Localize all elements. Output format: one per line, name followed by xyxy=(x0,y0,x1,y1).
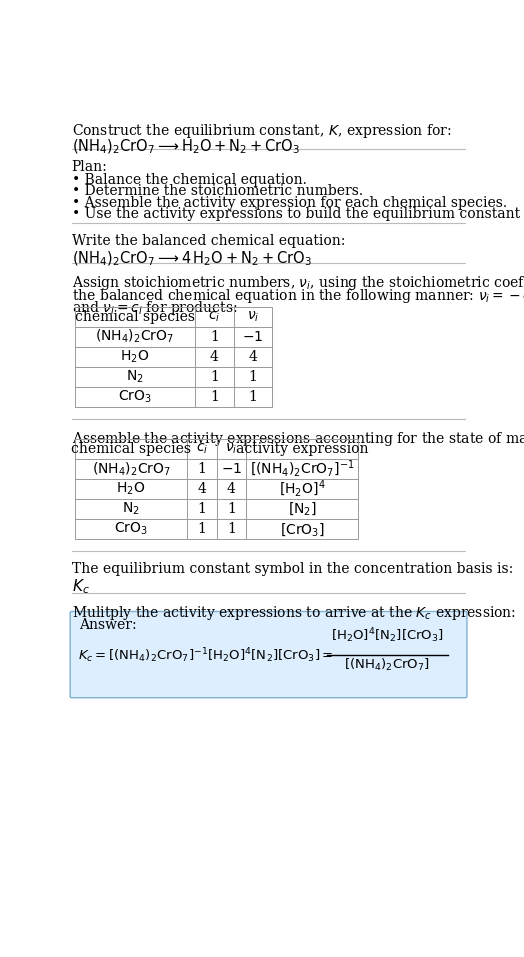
Text: $\nu_i$: $\nu_i$ xyxy=(225,442,237,456)
Text: chemical species: chemical species xyxy=(71,442,191,456)
Text: 1: 1 xyxy=(210,329,219,344)
Text: the balanced chemical equation in the following manner: $\nu_i = -c_i$ for react: the balanced chemical equation in the fo… xyxy=(72,286,524,304)
Text: 1: 1 xyxy=(210,389,219,404)
Text: • Assemble the activity expression for each chemical species.: • Assemble the activity expression for e… xyxy=(72,195,507,210)
Text: $\mathrm{N_2}$: $\mathrm{N_2}$ xyxy=(122,501,140,518)
Bar xyxy=(75,439,358,539)
Text: • Use the activity expressions to build the equilibrium constant expression.: • Use the activity expressions to build … xyxy=(72,208,524,221)
Bar xyxy=(75,306,272,407)
Text: The equilibrium constant symbol in the concentration basis is:: The equilibrium constant symbol in the c… xyxy=(72,562,513,576)
Text: Construct the equilibrium constant, $K$, expression for:: Construct the equilibrium constant, $K$,… xyxy=(72,122,451,140)
Text: $\mathrm{CrO_3}$: $\mathrm{CrO_3}$ xyxy=(118,389,152,405)
Text: $[(\mathrm{NH_4})_2\mathrm{CrO_7}]$: $[(\mathrm{NH_4})_2\mathrm{CrO_7}]$ xyxy=(344,657,430,673)
Text: 1: 1 xyxy=(227,523,236,536)
Text: 1: 1 xyxy=(198,462,206,476)
Text: Plan:: Plan: xyxy=(72,160,107,174)
Text: $(\mathrm{NH_4})_2\mathrm{CrO_7} \longrightarrow \mathrm{H_2O} + \mathrm{N_2} + : $(\mathrm{NH_4})_2\mathrm{CrO_7} \longri… xyxy=(72,137,300,156)
Text: $\mathrm{N_2}$: $\mathrm{N_2}$ xyxy=(126,368,144,385)
Text: 1: 1 xyxy=(227,502,236,516)
Text: Answer:: Answer: xyxy=(80,617,137,632)
Text: $[\mathrm{H_2O}]^4[\mathrm{N_2}][\mathrm{CrO_3}]$: $[\mathrm{H_2O}]^4[\mathrm{N_2}][\mathrm… xyxy=(331,627,444,645)
Text: $-1$: $-1$ xyxy=(221,462,242,476)
Text: 4: 4 xyxy=(248,349,257,364)
Text: $\mathrm{H_2O}$: $\mathrm{H_2O}$ xyxy=(116,480,146,498)
Text: 4: 4 xyxy=(227,482,236,496)
Text: and $\nu_i = c_i$ for products:: and $\nu_i = c_i$ for products: xyxy=(72,299,237,317)
Text: $\mathrm{CrO_3}$: $\mathrm{CrO_3}$ xyxy=(114,521,148,537)
Text: • Balance the chemical equation.: • Balance the chemical equation. xyxy=(72,172,307,187)
Text: $(\mathrm{NH_4})_2\mathrm{CrO_7}$: $(\mathrm{NH_4})_2\mathrm{CrO_7}$ xyxy=(92,460,170,478)
Text: 1: 1 xyxy=(198,523,206,536)
Text: $\nu_i$: $\nu_i$ xyxy=(247,309,259,323)
Text: activity expression: activity expression xyxy=(236,442,368,456)
Text: Write the balanced chemical equation:: Write the balanced chemical equation: xyxy=(72,234,345,248)
Text: 1: 1 xyxy=(198,502,206,516)
Text: 4: 4 xyxy=(198,482,206,496)
Text: $c_i$: $c_i$ xyxy=(208,309,221,323)
Text: 1: 1 xyxy=(248,369,257,384)
Text: 1: 1 xyxy=(248,389,257,404)
FancyBboxPatch shape xyxy=(70,612,467,698)
Text: $[(\mathrm{NH_4})_2\mathrm{CrO_7}]^{-1}$: $[(\mathrm{NH_4})_2\mathrm{CrO_7}]^{-1}$ xyxy=(250,458,355,479)
Text: $(\mathrm{NH_4})_2\mathrm{CrO_7}$: $(\mathrm{NH_4})_2\mathrm{CrO_7}$ xyxy=(95,328,174,345)
Text: $-1$: $-1$ xyxy=(243,329,264,344)
Text: • Determine the stoichiometric numbers.: • Determine the stoichiometric numbers. xyxy=(72,184,363,198)
Text: $[\mathrm{H_2O}]^4$: $[\mathrm{H_2O}]^4$ xyxy=(279,478,325,500)
Text: chemical species: chemical species xyxy=(75,309,195,323)
Text: $K_c = [(\mathrm{NH_4})_2\mathrm{CrO_7}]^{-1}[\mathrm{H_2O}]^4[\mathrm{N_2}][\ma: $K_c = [(\mathrm{NH_4})_2\mathrm{CrO_7}]… xyxy=(78,646,333,665)
Text: $(\mathrm{NH_4})_2\mathrm{CrO_7} \longrightarrow 4\,\mathrm{H_2O} + \mathrm{N_2}: $(\mathrm{NH_4})_2\mathrm{CrO_7} \longri… xyxy=(72,250,312,268)
Text: 4: 4 xyxy=(210,349,219,364)
Text: $[\mathrm{CrO_3}]$: $[\mathrm{CrO_3}]$ xyxy=(280,521,325,538)
Text: Assign stoichiometric numbers, $\nu_i$, using the stoichiometric coefficients, $: Assign stoichiometric numbers, $\nu_i$, … xyxy=(72,275,524,292)
Text: Mulitply the activity expressions to arrive at the $K_c$ expression:: Mulitply the activity expressions to arr… xyxy=(72,604,516,622)
Text: Assemble the activity expressions accounting for the state of matter and $\nu_i$: Assemble the activity expressions accoun… xyxy=(72,430,524,448)
Text: $c_i$: $c_i$ xyxy=(196,442,208,456)
Text: $[\mathrm{N_2}]$: $[\mathrm{N_2}]$ xyxy=(288,501,316,518)
Text: $\mathrm{H_2O}$: $\mathrm{H_2O}$ xyxy=(120,348,149,365)
Text: 1: 1 xyxy=(210,369,219,384)
Text: $K_c$: $K_c$ xyxy=(72,578,90,596)
